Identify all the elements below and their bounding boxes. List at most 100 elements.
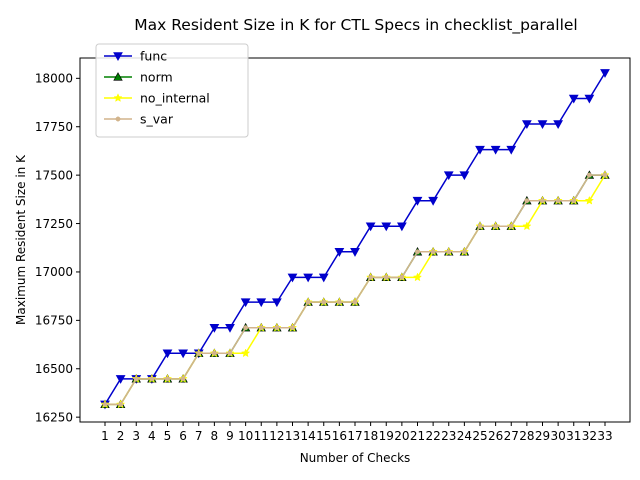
data-point-func <box>553 120 564 130</box>
y-tick-label: 16750 <box>35 314 73 328</box>
data-point-s_var <box>555 198 561 204</box>
data-point-no_internal <box>522 221 532 231</box>
data-point-func <box>584 94 595 104</box>
data-point-s_var <box>118 401 124 407</box>
x-tick-label: 21 <box>410 429 425 443</box>
data-point-func <box>600 69 610 78</box>
x-tick-label: 24 <box>457 429 472 443</box>
series-s_var <box>102 172 608 407</box>
legend-label: s_var <box>140 112 174 127</box>
legend-label: no_internal <box>140 91 210 106</box>
x-tick-label: 18 <box>363 429 378 443</box>
x-tick-label: 26 <box>488 429 503 443</box>
data-point-s_var <box>321 299 327 305</box>
data-point-func <box>209 323 220 333</box>
data-point-s_var <box>180 376 186 382</box>
x-tick-label: 10 <box>238 429 253 443</box>
x-tick-label: 6 <box>179 429 187 443</box>
data-point-s_var <box>461 249 467 255</box>
x-tick-label: 8 <box>211 429 219 443</box>
data-point-s_var <box>508 223 514 229</box>
x-tick-label: 14 <box>300 429 315 443</box>
data-point-s_var <box>524 198 530 204</box>
x-tick-label: 4 <box>148 429 156 443</box>
data-point-func <box>381 222 392 232</box>
data-point-func <box>225 323 235 333</box>
x-tick-label: 11 <box>254 429 269 443</box>
y-tick-label: 17500 <box>35 168 73 182</box>
data-point-func <box>459 171 470 181</box>
data-point-s_var <box>571 198 577 204</box>
x-tick-label: 32 <box>582 429 597 443</box>
y-axis-label: Maximum Resident Size in K <box>14 154 28 325</box>
data-point-func <box>271 298 282 308</box>
legend-label: func <box>140 49 167 64</box>
data-point-func <box>521 120 532 130</box>
x-tick-label: 1 <box>101 429 109 443</box>
x-tick-label: 22 <box>425 429 440 443</box>
data-point-s_var <box>336 299 342 305</box>
x-tick-label: 28 <box>519 429 534 443</box>
data-point-func <box>396 222 407 232</box>
data-point-s_var <box>211 350 217 356</box>
data-point-func <box>350 248 360 257</box>
y-tick-label: 16250 <box>35 410 73 424</box>
data-point-func <box>506 145 517 155</box>
y-tick-label: 18000 <box>35 72 73 86</box>
data-point-func <box>115 375 126 384</box>
x-tick-label: 5 <box>164 429 172 443</box>
data-point-func <box>490 145 501 155</box>
legend: func norm no_internal s_var <box>95 43 249 138</box>
legend-entry-s_var: s_var <box>104 112 174 127</box>
x-tick-label: 9 <box>226 429 234 443</box>
chart-title: Max Resident Size in K for CTL Specs in … <box>134 16 578 35</box>
x-tick-label: 19 <box>379 429 394 443</box>
data-point-func <box>162 349 173 359</box>
data-point-func <box>365 222 376 232</box>
data-point-s_var <box>602 172 608 178</box>
x-tick-label: 20 <box>394 429 409 443</box>
legend-marker <box>113 52 123 62</box>
data-point-s_var <box>290 325 295 331</box>
x-tick-label: 15 <box>316 429 331 443</box>
x-tick-label: 3 <box>132 429 140 443</box>
series-func <box>100 69 610 410</box>
data-point-func <box>428 196 439 206</box>
data-point-s_var <box>274 325 280 331</box>
x-tick-label: 33 <box>597 429 612 443</box>
data-point-s_var <box>430 249 436 255</box>
axes: 1 2 3 4 5 6 7 8 9 10 11 12 13 14 15 16 17 18 19 20 21 22 23 24 2… <box>35 72 613 443</box>
data-point-func <box>178 349 189 359</box>
data-point-func <box>240 298 251 308</box>
data-point-s_var <box>149 376 155 382</box>
data-point-func <box>318 273 329 283</box>
x-tick-label: 27 <box>504 429 519 443</box>
legend-entry-no_internal: no_internal <box>104 91 210 106</box>
data-point-s_var <box>383 274 389 280</box>
data-point-func <box>475 145 485 155</box>
legend-entry-norm: norm <box>104 70 173 85</box>
x-tick-label: 25 <box>472 429 487 443</box>
data-point-s_var <box>368 274 374 280</box>
x-tick-label: 29 <box>535 429 550 443</box>
data-point-func <box>412 196 423 206</box>
data-point-s_var <box>446 249 452 255</box>
data-point-no_internal <box>584 195 594 205</box>
data-point-no_internal <box>241 348 251 358</box>
x-tick-label: 31 <box>566 429 581 443</box>
data-point-no_internal <box>412 272 423 282</box>
x-tick-label: 7 <box>195 429 203 443</box>
data-point-s_var <box>258 325 264 331</box>
legend-label: norm <box>140 70 173 85</box>
data-point-s_var <box>133 376 139 382</box>
data-point-func <box>303 273 314 283</box>
data-point-s_var <box>227 350 233 356</box>
legend-entry-func: func <box>104 49 167 64</box>
x-axis-label: Number of Checks <box>300 451 411 465</box>
data-point-s_var <box>399 274 405 280</box>
data-point-func <box>256 298 267 308</box>
data-point-s_var <box>165 376 170 382</box>
data-point-s_var <box>196 350 202 356</box>
data-point-s_var <box>493 223 499 229</box>
data-point-s_var <box>352 299 358 305</box>
